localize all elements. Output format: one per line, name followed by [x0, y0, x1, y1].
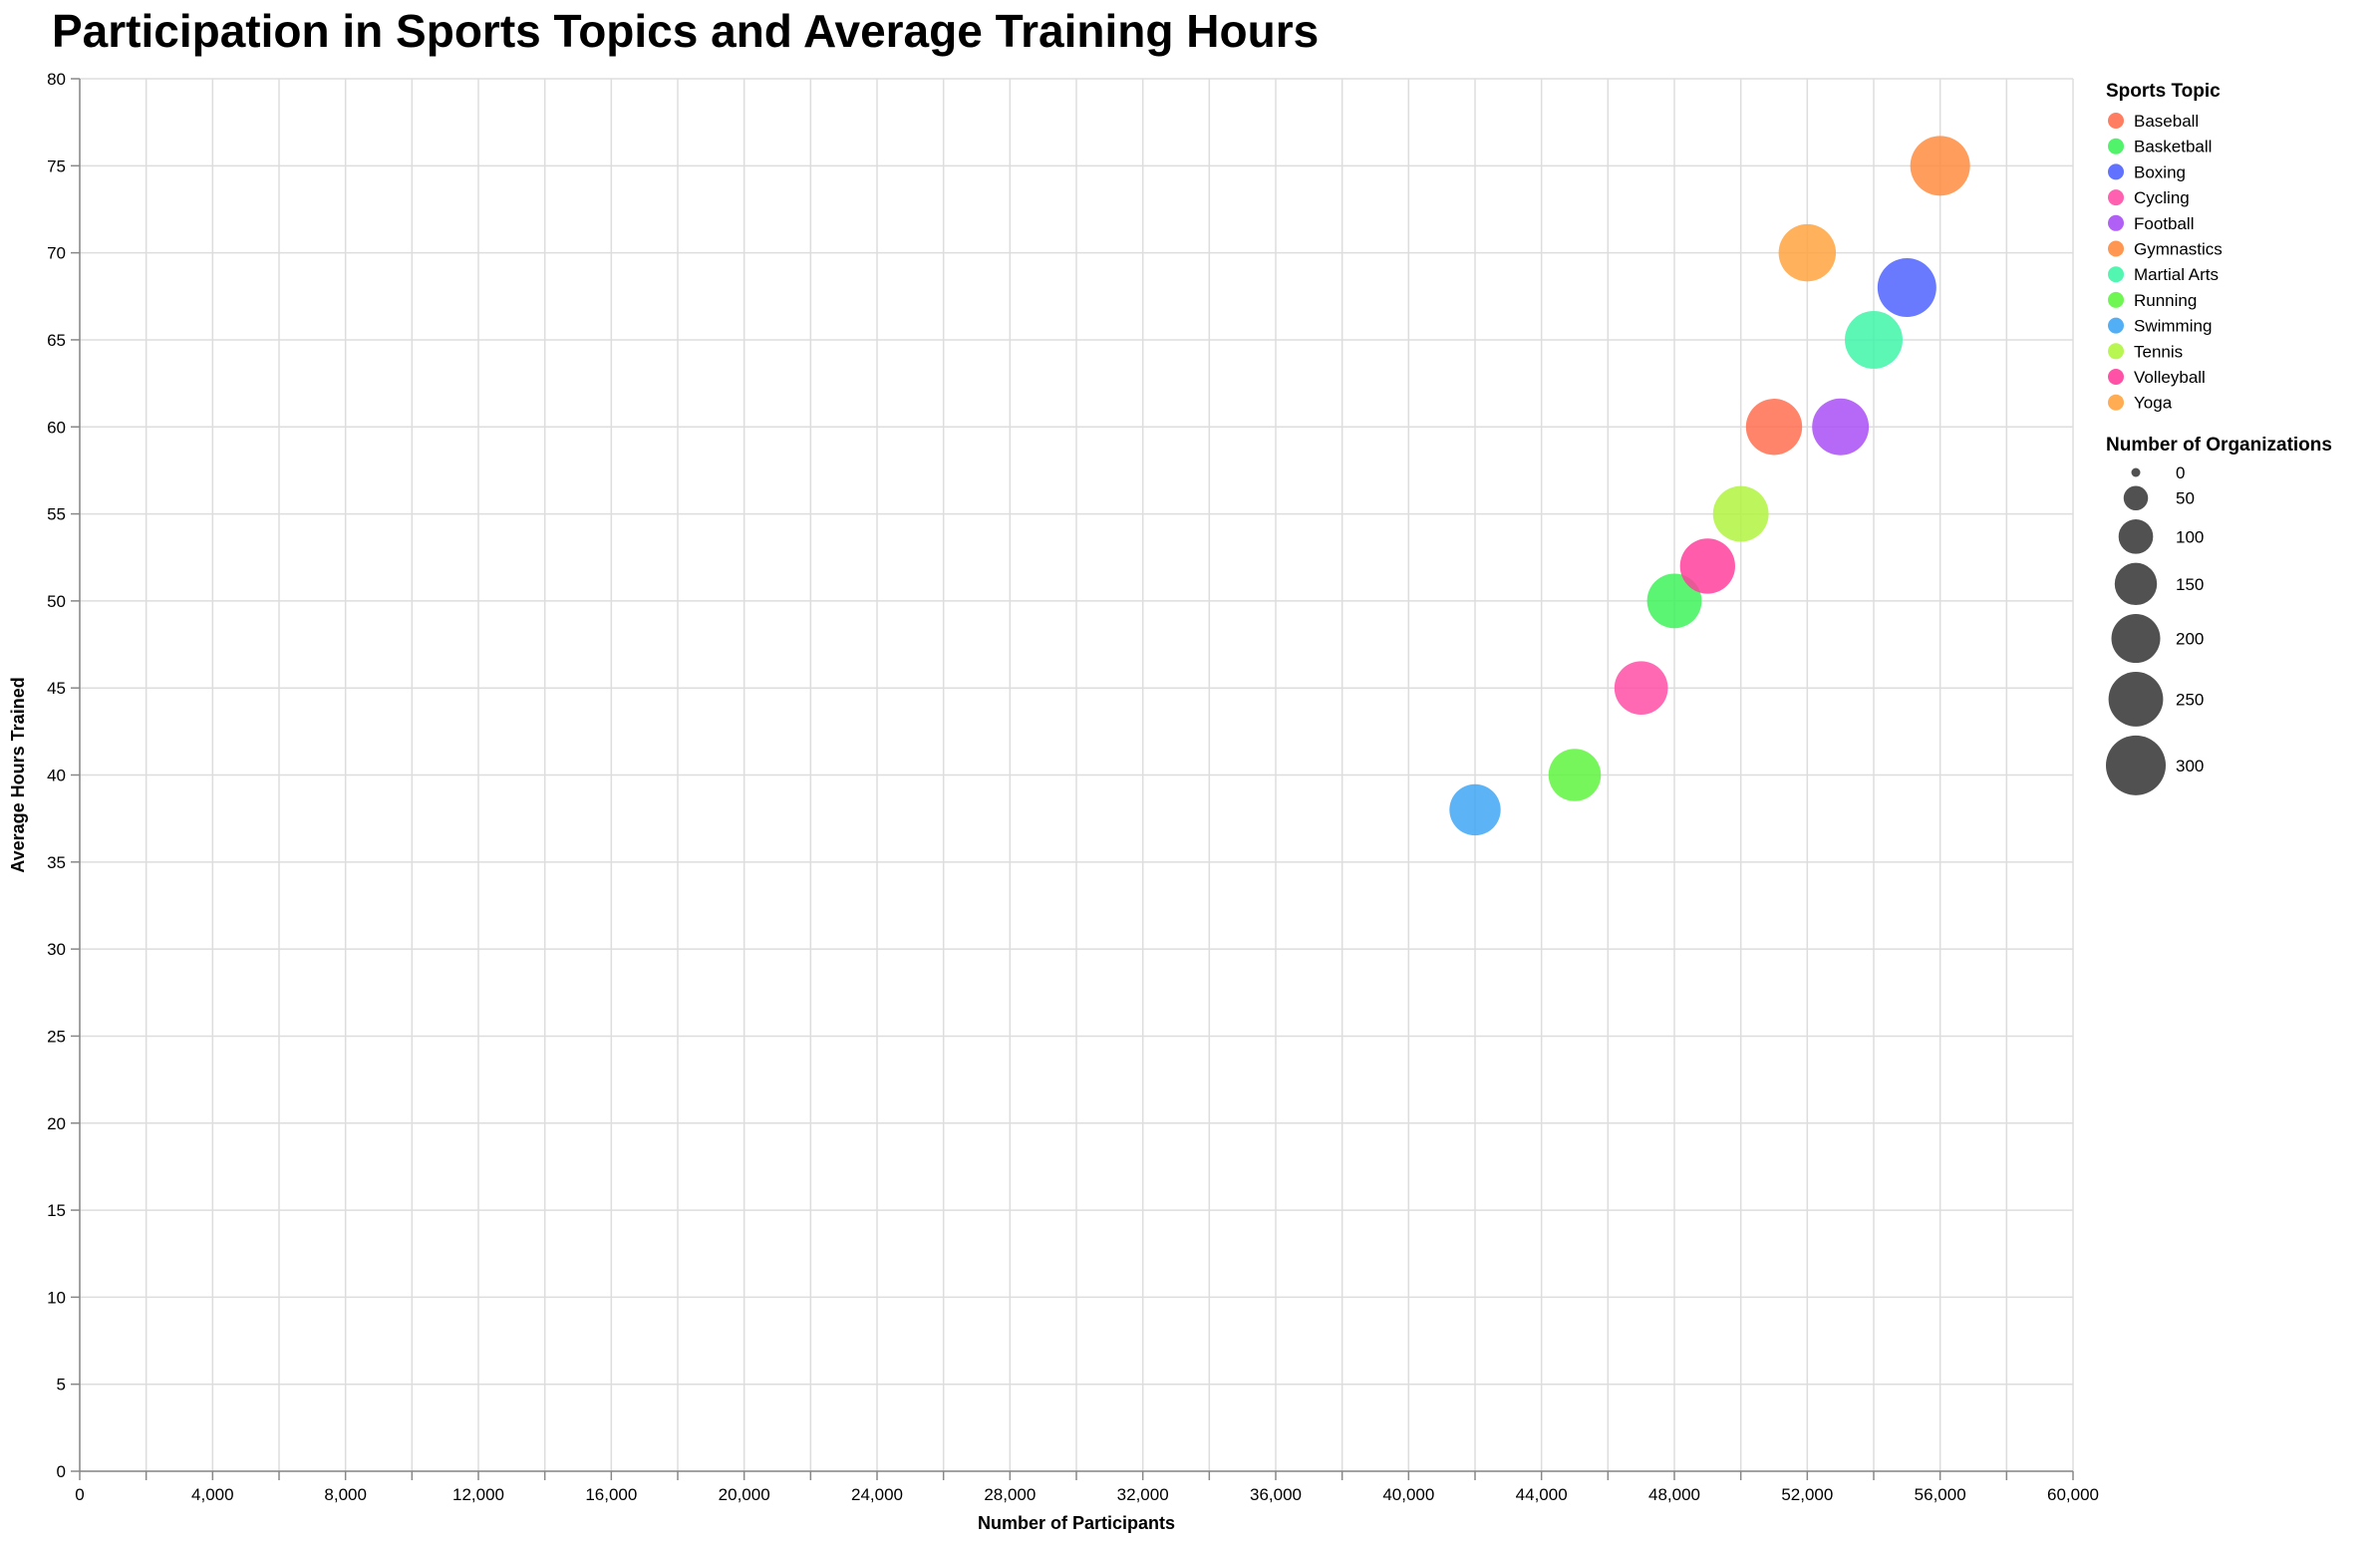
size-legend-swatch: [2108, 672, 2164, 727]
legend-swatch: [2108, 369, 2124, 385]
grid-layer: [79, 78, 2074, 1472]
x-tick-label: 24,000: [851, 1485, 903, 1504]
legend-swatch: [2108, 113, 2124, 129]
legend-swatch: [2108, 214, 2124, 231]
chart-title: Participation in Sports Topics and Avera…: [52, 5, 1320, 57]
size-legend-label: 150: [2176, 575, 2204, 594]
legend-label: Cycling: [2134, 188, 2190, 207]
legend-swatch: [2108, 317, 2124, 334]
legend-swatch: [2108, 240, 2124, 257]
legend-label: Tennis: [2134, 342, 2183, 361]
data-point-football[interactable]: [1812, 398, 1870, 456]
legend-swatch: [2108, 394, 2124, 411]
y-tick-label: 60: [47, 418, 66, 437]
data-point-yoga[interactable]: [1778, 223, 1837, 282]
data-point-martial-arts[interactable]: [1845, 310, 1903, 369]
x-tick-label: 12,000: [452, 1485, 504, 1504]
y-tick-label: 55: [47, 505, 66, 524]
y-tick-label: 15: [47, 1201, 66, 1220]
legend-swatch: [2108, 163, 2124, 180]
color-legend: Sports Topic Baseball Basketball Boxing Cyc…: [2106, 81, 2223, 413]
color-legend-title: Sports Topic: [2106, 81, 2221, 102]
y-tick-label: 20: [47, 1114, 66, 1133]
size-legend-label: 100: [2176, 527, 2204, 546]
x-tick-label: 52,000: [1781, 1485, 1833, 1504]
y-tick-label: 80: [47, 70, 66, 89]
legend-swatch: [2108, 266, 2124, 283]
size-legend-swatch: [2123, 485, 2149, 510]
legend-label: Baseball: [2134, 112, 2199, 131]
y-axis-title: Average Hours Trained: [8, 677, 28, 872]
data-point-gymnastics[interactable]: [1910, 136, 1970, 196]
size-legend-label: 250: [2176, 690, 2204, 709]
size-legend-swatch: [2131, 467, 2141, 477]
data-point-cycling[interactable]: [1614, 661, 1668, 716]
x-tick-label: 44,000: [1516, 1485, 1568, 1504]
size-legend-label: 300: [2176, 757, 2204, 775]
size-legend-swatch: [2111, 614, 2161, 664]
legend-label: Swimming: [2134, 317, 2212, 336]
x-axis-title: Number of Participants: [978, 1513, 1175, 1533]
points-layer: [1449, 136, 1970, 836]
data-point-volleyball[interactable]: [1679, 538, 1735, 594]
y-tick-label: 40: [47, 767, 66, 785]
legend-swatch: [2108, 138, 2124, 154]
legend-label: Running: [2134, 291, 2197, 310]
axis-layer: 0 4,000 8,000 12,000 16,000 20,000 24,000 28,00…: [47, 70, 2099, 1504]
legend-label: Football: [2134, 214, 2194, 233]
size-legend-label: 200: [2176, 630, 2204, 649]
x-tick-label: 48,000: [1648, 1485, 1700, 1504]
legend-swatch: [2108, 189, 2124, 206]
legend-label: Volleyball: [2134, 368, 2206, 387]
size-legend-label: 50: [2176, 489, 2195, 508]
y-tick-label: 50: [47, 592, 66, 611]
data-point-basketball[interactable]: [1646, 573, 1702, 629]
size-legend: Number of Organizations 0 50 100 150 200 250 3…: [2106, 435, 2332, 795]
x-tick-label: 20,000: [719, 1485, 770, 1504]
legend-label: Basketball: [2134, 138, 2212, 156]
y-tick-label: 10: [47, 1288, 66, 1307]
y-tick-label: 0: [57, 1462, 66, 1481]
data-point-baseball[interactable]: [1745, 399, 1803, 456]
legend-label: Gymnastics: [2134, 240, 2223, 259]
size-legend-swatch: [2106, 735, 2166, 795]
data-point-boxing[interactable]: [1877, 258, 1936, 318]
y-tick-label: 30: [47, 940, 66, 959]
y-tick-label: 75: [47, 156, 66, 175]
y-tick-label: 70: [47, 244, 66, 263]
data-point-swimming[interactable]: [1449, 783, 1501, 836]
size-legend-title: Number of Organizations: [2106, 435, 2332, 456]
x-tick-label: 56,000: [1915, 1485, 1966, 1504]
y-tick-label: 65: [47, 331, 66, 350]
data-point-running[interactable]: [1548, 749, 1602, 801]
y-tick-label: 5: [57, 1376, 66, 1394]
size-legend-swatch: [2114, 562, 2158, 606]
y-tick-label: 45: [47, 679, 66, 698]
x-tick-label: 4,000: [191, 1485, 234, 1504]
y-tick-label: 35: [47, 853, 66, 872]
x-tick-label: 8,000: [324, 1485, 367, 1504]
size-legend-label: 0: [2176, 464, 2185, 482]
x-tick-label: 40,000: [1382, 1485, 1434, 1504]
x-tick-label: 28,000: [984, 1485, 1036, 1504]
x-tick-label: 60,000: [2047, 1485, 2099, 1504]
legend-label: Martial Arts: [2134, 265, 2219, 284]
legend-swatch: [2108, 343, 2124, 360]
x-tick-label: 0: [75, 1485, 84, 1504]
y-tick-label: 25: [47, 1027, 66, 1046]
x-tick-label: 16,000: [585, 1485, 637, 1504]
legend-label: Yoga: [2134, 394, 2173, 413]
legend-swatch: [2108, 291, 2124, 308]
data-point-tennis[interactable]: [1712, 485, 1769, 542]
size-legend-swatch: [2118, 518, 2154, 554]
legend-label: Boxing: [2134, 162, 2186, 181]
x-tick-label: 36,000: [1250, 1485, 1302, 1504]
x-tick-label: 32,000: [1117, 1485, 1169, 1504]
